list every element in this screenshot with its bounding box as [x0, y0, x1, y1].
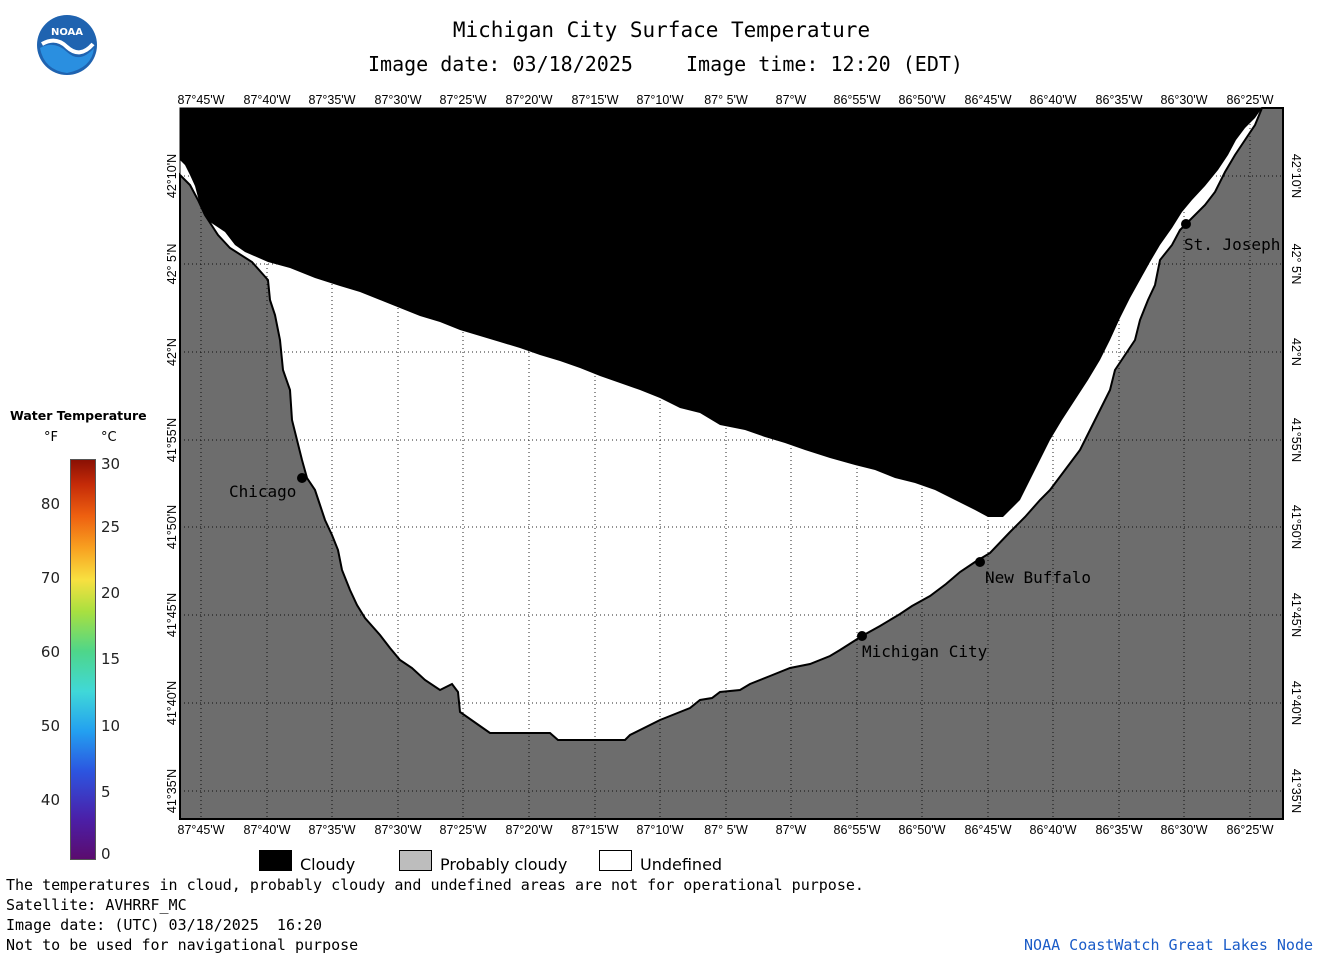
lon-label-bottom: 86°30'W — [1161, 823, 1208, 837]
unit-fahrenheit: °F — [44, 430, 58, 445]
lon-label-bottom: 86°40'W — [1030, 823, 1077, 837]
lon-label-top: 86°35'W — [1096, 93, 1143, 107]
city-marker-st-joseph — [1181, 219, 1191, 229]
lat-label-right: 41°50'N — [1289, 505, 1303, 549]
lon-label-top: 87°25'W — [440, 93, 487, 107]
temperature-colorbar — [70, 459, 96, 860]
lat-label-right: 41°40'N — [1289, 681, 1303, 725]
city-label-st-joseph: St. Joseph — [1184, 235, 1280, 254]
lon-label-top: 87°40'W — [244, 93, 291, 107]
image-time: Image time: 12:20 (EDT) — [686, 52, 963, 76]
image-date: Image date: 03/18/2025 — [368, 52, 633, 76]
lat-label-left: 41°45'N — [165, 593, 179, 637]
map-title: Michigan City Surface Temperature — [452, 18, 871, 42]
probably-cloudy-swatch — [399, 850, 432, 871]
lon-label-bottom: 87°35'W — [309, 823, 356, 837]
lon-label-top: 87°15'W — [572, 93, 619, 107]
lat-label-right: 42° 5'N — [1289, 244, 1303, 285]
probably-cloudy-label: Probably cloudy — [440, 855, 568, 874]
c-tick: 10 — [101, 717, 121, 735]
city-label-chicago: Chicago — [229, 482, 296, 501]
lon-label-bottom: 87°30'W — [375, 823, 422, 837]
legend-title: Water Temperature — [10, 408, 147, 423]
svg-text:NOAA: NOAA — [51, 27, 83, 38]
lat-label-right: 41°45'N — [1289, 593, 1303, 637]
lat-label-right: 41°55'N — [1289, 418, 1303, 462]
lon-label-top: 86°30'W — [1161, 93, 1208, 107]
lon-label-bottom: 87°25'W — [440, 823, 487, 837]
lon-label-bottom: 86°55'W — [834, 823, 881, 837]
lat-label-left: 41°50'N — [165, 505, 179, 549]
disclaimer-text: The temperatures in cloud, probably clou… — [6, 876, 864, 894]
lon-label-top: 86°25'W — [1227, 93, 1274, 107]
lon-label-bottom: 87°20'W — [506, 823, 553, 837]
c-tick: 0 — [101, 845, 111, 863]
lat-label-left: 41°40'N — [165, 681, 179, 725]
lon-label-top: 86°50'W — [899, 93, 946, 107]
c-tick: 5 — [101, 783, 111, 801]
lon-label-top: 87° 5'W — [704, 93, 748, 107]
lon-label-bottom: 87°W — [776, 823, 807, 837]
undefined-label: Undefined — [640, 855, 723, 874]
f-tick: 50 — [40, 717, 60, 735]
lat-label-left: 41°35'N — [165, 769, 179, 813]
city-label-new-buffalo: New Buffalo — [985, 568, 1091, 587]
lon-label-bottom: 87° 5'W — [704, 823, 748, 837]
utc-date-text: Image date: (UTC) 03/18/2025 16:20 — [6, 916, 323, 934]
lat-label-left: 42° 5'N — [165, 244, 179, 285]
f-tick: 70 — [40, 569, 60, 587]
lon-label-top: 86°45'W — [965, 93, 1012, 107]
c-tick: 30 — [101, 455, 121, 473]
lon-label-top: 87°45'W — [178, 93, 225, 107]
lat-label-left: 41°55'N — [165, 418, 179, 462]
grid — [180, 108, 1283, 819]
lon-label-bottom: 87°10'W — [637, 823, 684, 837]
lon-label-bottom: 87°40'W — [244, 823, 291, 837]
lat-label-right: 42°N — [1289, 338, 1303, 366]
f-tick: 40 — [40, 791, 60, 809]
city-marker-new-buffalo — [975, 557, 985, 567]
cloudy-swatch — [259, 850, 292, 871]
lon-label-top: 87°W — [776, 93, 807, 107]
city-marker-chicago — [297, 473, 307, 483]
cloudy-label: Cloudy — [300, 855, 356, 874]
lon-label-bottom: 86°50'W — [899, 823, 946, 837]
lon-label-bottom: 87°45'W — [178, 823, 225, 837]
city-label-michigan-city: Michigan City — [862, 642, 988, 661]
lon-label-top: 87°10'W — [637, 93, 684, 107]
lon-label-top: 87°20'W — [506, 93, 553, 107]
lon-label-bottom: 86°35'W — [1096, 823, 1143, 837]
lat-label-left: 42°N — [165, 338, 179, 366]
undefined-swatch — [599, 850, 632, 871]
c-tick: 25 — [101, 518, 121, 536]
lon-label-bottom: 86°45'W — [965, 823, 1012, 837]
satellite-text: Satellite: AVHRRF_MC — [6, 896, 187, 914]
c-tick: 15 — [101, 650, 121, 668]
map-frame — [179, 107, 1284, 820]
lat-label-right: 42°10'N — [1289, 154, 1303, 198]
land-region — [179, 107, 1284, 820]
unit-celsius: °C — [101, 430, 117, 445]
noaa-logo-icon: NOAA — [36, 14, 98, 76]
lon-label-bottom: 87°15'W — [572, 823, 619, 837]
lon-label-top: 87°35'W — [309, 93, 356, 107]
f-tick: 60 — [40, 643, 60, 661]
city-marker-michigan-city — [857, 631, 867, 641]
lon-label-top: 87°30'W — [375, 93, 422, 107]
lon-label-top: 86°40'W — [1030, 93, 1077, 107]
lat-label-left: 42°10'N — [165, 154, 179, 198]
f-tick: 80 — [40, 495, 60, 513]
nav-warning-text: Not to be used for navigational purpose — [6, 936, 359, 954]
lat-label-right: 41°35'N — [1289, 769, 1303, 813]
credit-link[interactable]: NOAA CoastWatch Great Lakes Node — [1024, 936, 1313, 954]
cloud-region — [180, 108, 1262, 517]
c-tick: 20 — [101, 584, 121, 602]
lon-label-bottom: 86°25'W — [1227, 823, 1274, 837]
lon-label-top: 86°55'W — [834, 93, 881, 107]
